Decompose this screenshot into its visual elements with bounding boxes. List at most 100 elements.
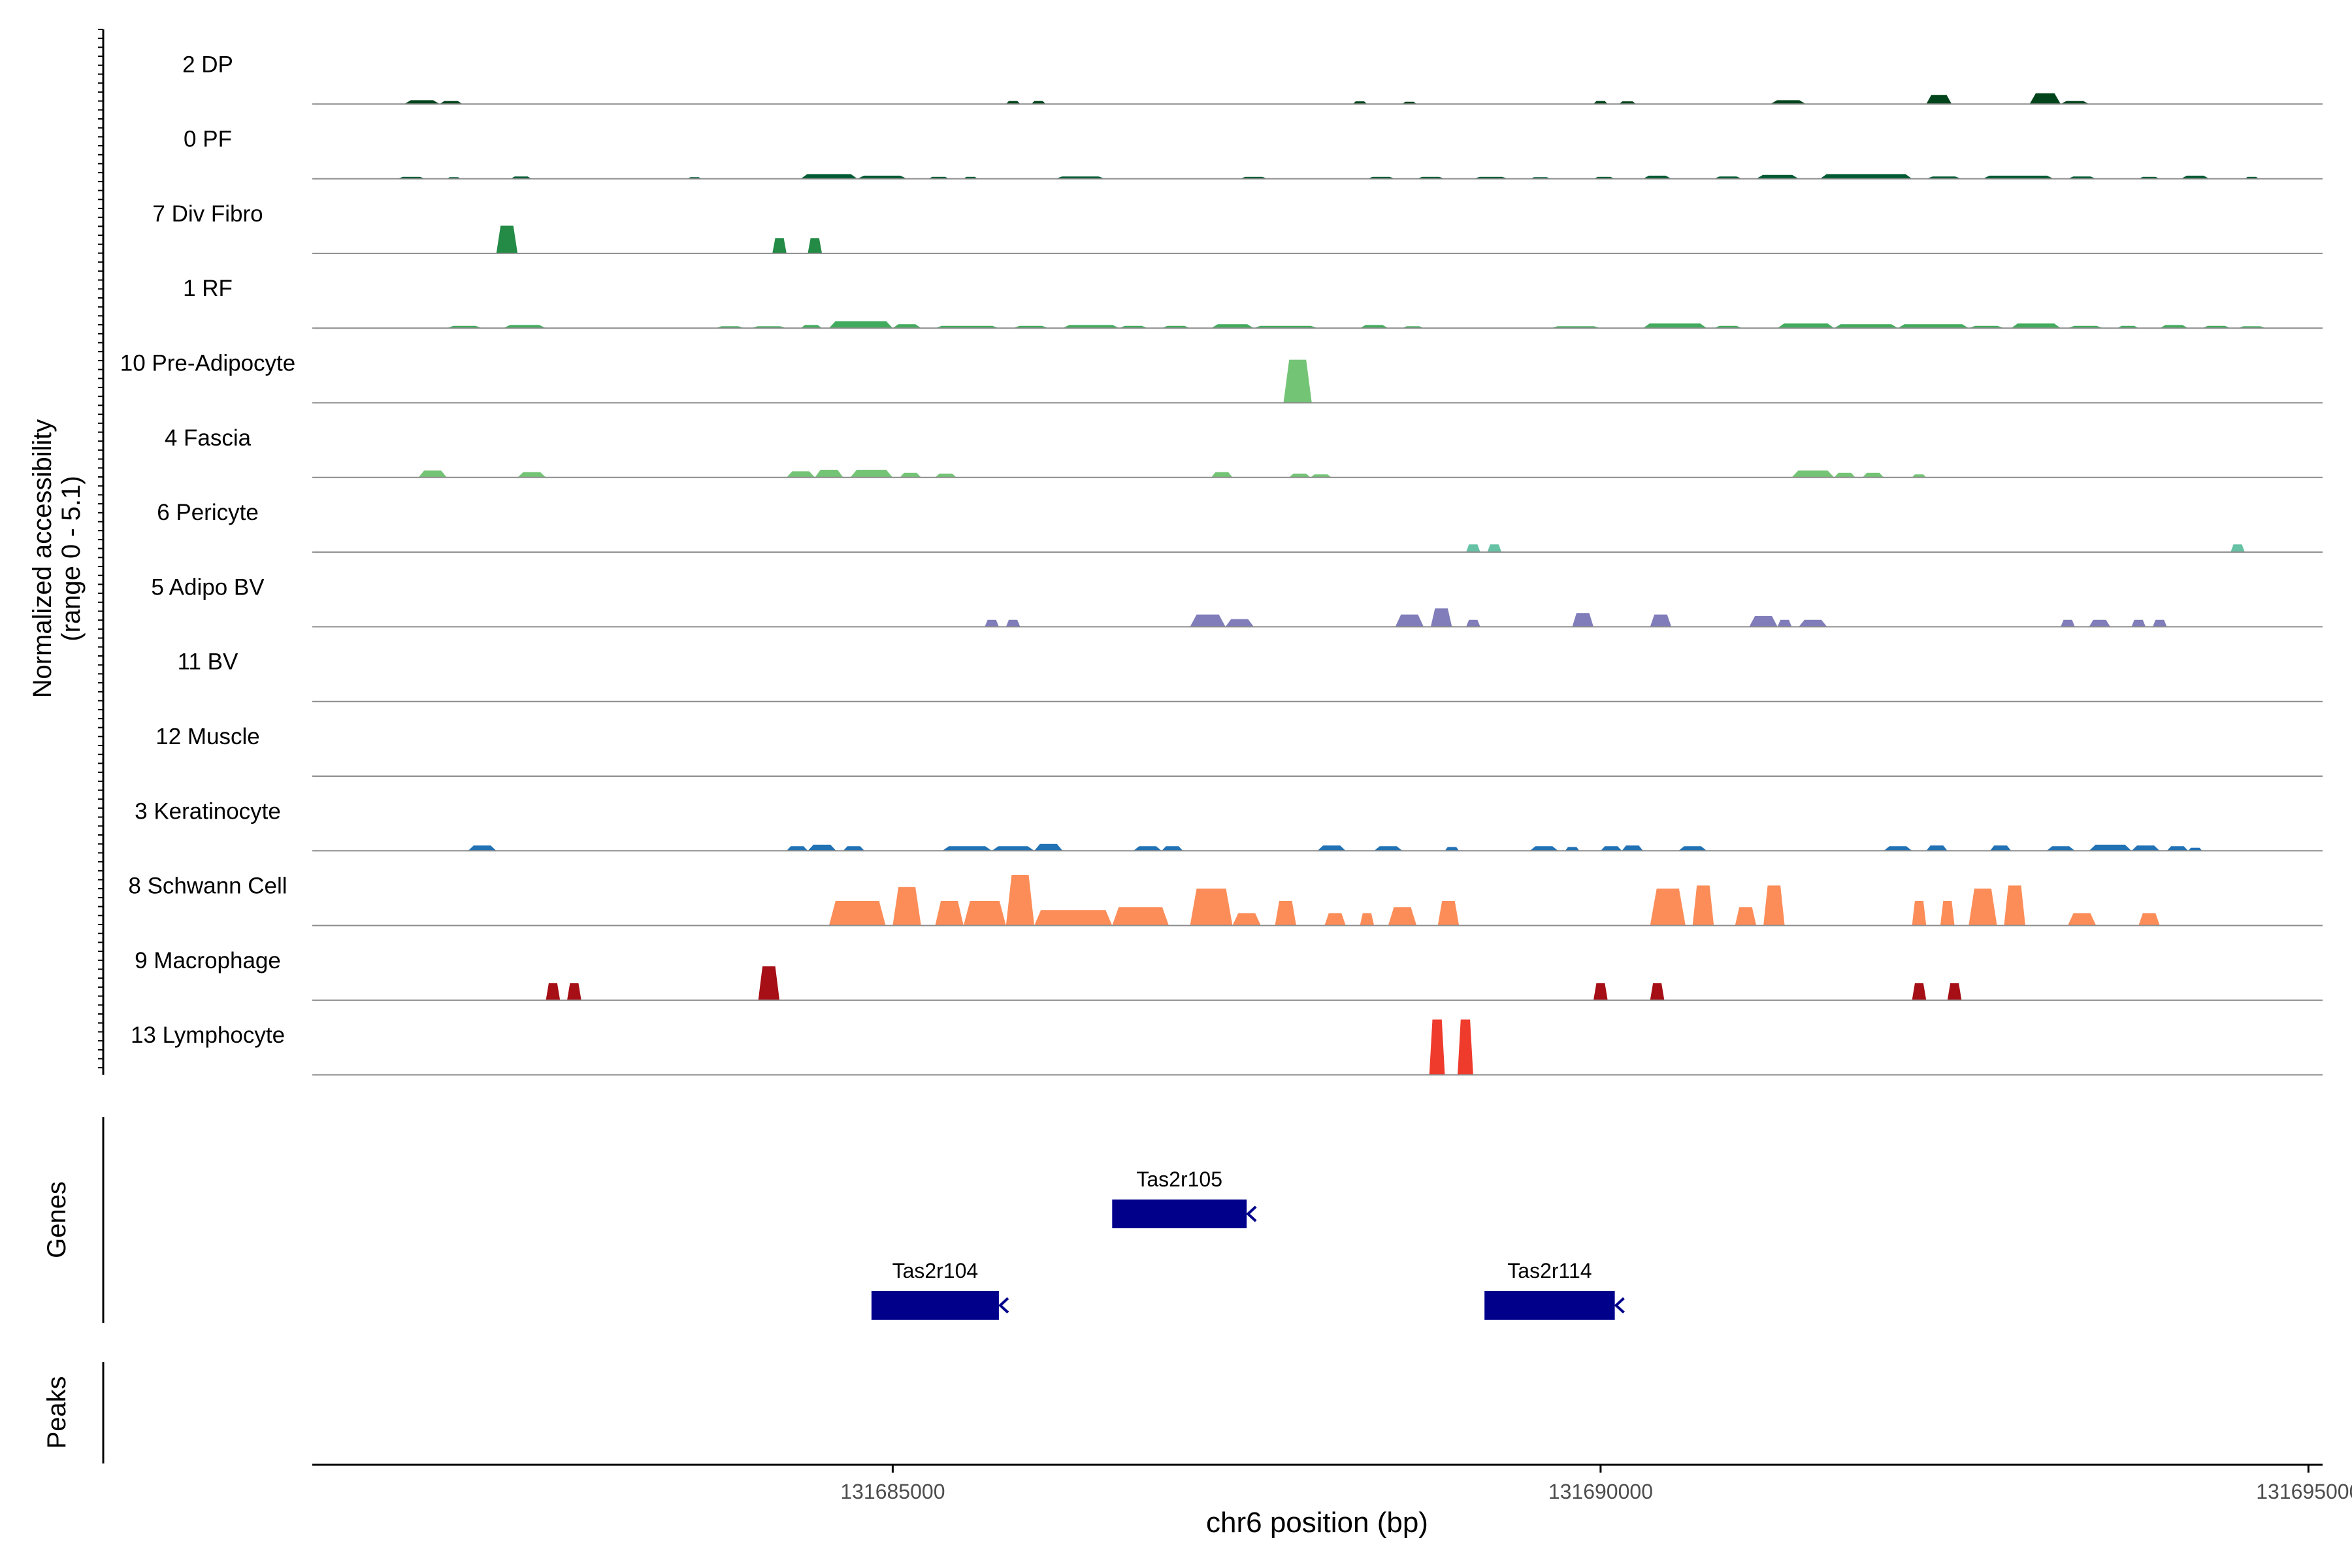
coverage-peak (1458, 1019, 1473, 1075)
coverage-peak (1884, 846, 1912, 851)
y-axis (98, 29, 105, 1075)
coverage-peak (1225, 619, 1254, 627)
track: 13 Lymphocyte (131, 1019, 2323, 1076)
track-label: 8 Schwann Cell (128, 874, 287, 899)
x-tick-label: 131685000 (840, 1480, 945, 1503)
coverage-peak (1947, 983, 1962, 1000)
coverage-peak (1430, 608, 1452, 627)
coverage-peak (1031, 101, 1046, 105)
track-label: 10 Pre-Adipocyte (120, 351, 295, 376)
coverage-peak (808, 844, 836, 851)
coverage-peak (1820, 174, 1912, 179)
coverage-peak (1360, 325, 1388, 329)
track: 5 Adipo BV (151, 574, 2323, 628)
coverage-peak (1642, 323, 1707, 329)
gene-label: Tas2r114 (1507, 1259, 1592, 1282)
coverage-peak (2061, 619, 2075, 627)
coverage-peak (1211, 324, 1254, 329)
coverage-peak (440, 101, 463, 105)
coverage-peak (1005, 101, 1021, 105)
coverage-peak (1445, 847, 1460, 851)
coverage-peak (1982, 175, 2054, 179)
coverage-peak (1283, 359, 1312, 403)
coverage-peak (1388, 907, 1417, 926)
coverage-peak (503, 325, 546, 329)
x-axis: chr6 position (bp) 131685000 131690000 131… (312, 1463, 2352, 1539)
track-label: 7 Div Fibro (152, 201, 263, 227)
coverage-peak (1437, 901, 1460, 926)
coverage-peak (2153, 619, 2167, 627)
track: 10 Pre-Adipocyte (120, 351, 2323, 404)
coverage-peak (1834, 324, 1898, 329)
coverage-peak (1593, 983, 1608, 1000)
coverage-peak (1211, 472, 1233, 478)
coverage-peak (2011, 323, 2061, 329)
coverage-peak (2131, 619, 2146, 627)
strand-arrow-icon (1614, 1297, 1625, 1314)
coverage-peak (828, 321, 893, 329)
coverage-peak (1834, 472, 1855, 478)
coverage-peak (1650, 889, 1686, 926)
coverage-peak (1650, 983, 1665, 1000)
gene-body (1112, 1200, 1247, 1228)
track: 6 Pericyte (157, 500, 2323, 553)
coverage-peak (1487, 544, 1502, 553)
coverage-peak (1642, 175, 1672, 179)
coverage-peak (1133, 846, 1162, 851)
x-tick-label: 131695000 (2256, 1480, 2352, 1503)
track: 0 PF (184, 127, 2323, 180)
y-axis-title-line2: (range 0 - 5.1) (57, 476, 86, 641)
coverage-peak (1777, 619, 1792, 627)
coverage-peak (786, 846, 808, 851)
coverage-peak (800, 325, 823, 329)
y-axis-title-line1: Normalized accessibility (28, 419, 57, 698)
coverage-peak (1678, 846, 1707, 851)
coverage-peak (1317, 845, 1346, 851)
coverage-peak (1572, 613, 1593, 627)
coverage-peak (1619, 101, 1637, 105)
gene-tas2r105: Tas2r105 (1112, 1168, 1257, 1228)
coverage-peak (1622, 845, 1643, 851)
track-label: 2 DP (182, 52, 233, 77)
strand-arrow-icon (1246, 1205, 1257, 1222)
coverage-peak (1190, 614, 1226, 627)
coverage-peak (1466, 619, 1480, 627)
coverage-peak (828, 901, 886, 926)
y-axis-title: Normalized accessibility (range 0 - 5.1) (28, 419, 86, 698)
coverage-peak (2046, 846, 2075, 851)
track-label: 9 Macrophage (135, 948, 281, 973)
track-label: 1 RF (183, 276, 233, 301)
coverage-peak (1289, 473, 1311, 478)
gene-label: Tas2r105 (1136, 1168, 1222, 1191)
coverage-peak (1989, 845, 2012, 851)
coverage-peak (567, 983, 581, 1000)
coverage-peak (857, 175, 907, 179)
coverage-peak (1763, 885, 1785, 926)
track: 2 DP (182, 52, 2323, 105)
peaks-panel: Peaks (42, 1362, 105, 1463)
coverage-peak (850, 470, 893, 478)
track: 12 Muscle (155, 724, 2323, 777)
coverage-peak (1395, 614, 1424, 627)
coverage-peak (546, 983, 561, 1000)
coverage-peak (2029, 93, 2061, 105)
coverage-peak (1940, 901, 1955, 926)
coverage-peak (2230, 544, 2245, 553)
coverage-peak (758, 966, 780, 1000)
coverage-peak (1791, 470, 1835, 478)
coverage-peak (843, 846, 865, 851)
track-label: 4 Fascia (165, 425, 252, 451)
track-label: 11 BV (178, 649, 238, 675)
coverage-peak (1005, 619, 1021, 627)
coverage-peak (900, 472, 921, 478)
coverage-peak (1529, 846, 1558, 851)
coverage-peak (1352, 101, 1367, 105)
track: 1 RF (183, 276, 2323, 329)
track: 8 Schwann Cell (128, 874, 2323, 926)
gene-tas2r114: Tas2r114 (1484, 1259, 1625, 1320)
gene-body (1484, 1291, 1615, 1320)
gene-label: Tas2r104 (892, 1259, 979, 1282)
coverage-peak (1862, 472, 1884, 478)
x-tick-label: 131690000 (1548, 1480, 1653, 1503)
